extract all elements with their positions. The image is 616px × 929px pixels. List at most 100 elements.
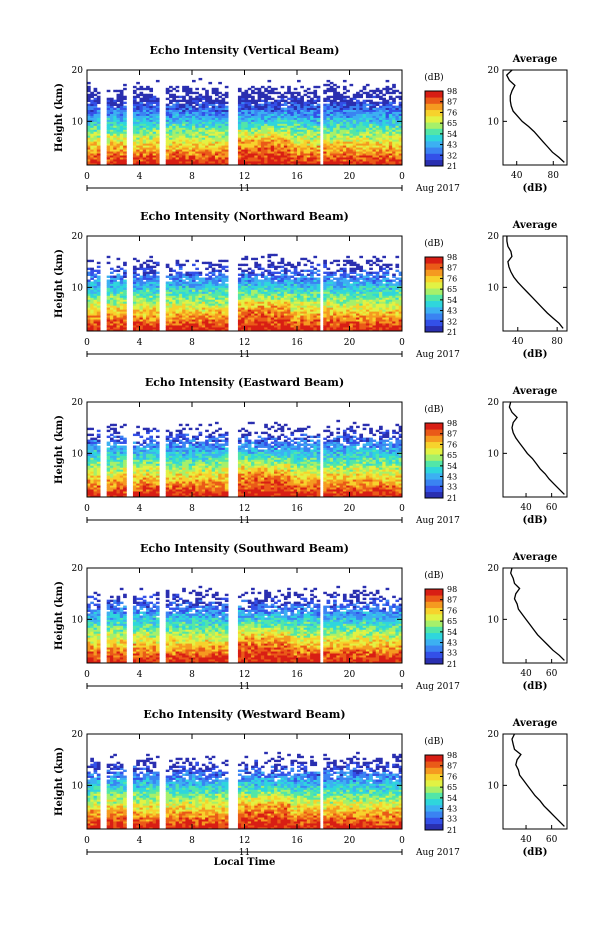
heatmap-cell bbox=[146, 271, 150, 275]
heatmap-cell bbox=[260, 85, 265, 89]
heatmap-cell bbox=[208, 313, 213, 316]
heatmap-cell bbox=[251, 155, 255, 158]
heatmap-cell bbox=[198, 123, 203, 126]
heatmap-cell bbox=[267, 263, 272, 267]
heatmap-cell bbox=[172, 147, 176, 150]
heatmap-cell bbox=[221, 265, 226, 269]
heatmap-cell bbox=[326, 145, 331, 148]
heatmap-cell bbox=[178, 323, 183, 326]
heatmap-cell bbox=[221, 135, 226, 138]
heatmap-cell bbox=[149, 317, 154, 320]
heatmap-cell bbox=[192, 117, 196, 120]
heatmap-cell bbox=[201, 163, 206, 166]
heatmap-cell bbox=[211, 89, 216, 93]
heatmap-cell bbox=[109, 283, 114, 286]
heatmap-cell bbox=[96, 295, 101, 298]
heatmap-cell bbox=[323, 117, 327, 120]
heatmap-cell bbox=[106, 123, 111, 126]
heatmap-cell bbox=[169, 291, 173, 294]
heatmap-cell bbox=[198, 163, 203, 166]
heatmap-cell bbox=[237, 267, 242, 271]
heatmap-cell bbox=[195, 109, 199, 112]
heatmap-cell bbox=[172, 127, 176, 130]
heatmap-cell bbox=[136, 147, 140, 150]
heatmap-cell bbox=[211, 117, 216, 120]
heatmap-cell bbox=[192, 155, 196, 158]
heatmap-cell bbox=[303, 139, 308, 142]
heatmap-cell bbox=[195, 311, 199, 314]
heatmap-cell bbox=[241, 111, 245, 114]
heatmap-cell bbox=[198, 95, 203, 99]
heatmap-cell bbox=[264, 93, 268, 97]
heatmap-cell bbox=[188, 315, 193, 318]
heatmap-cell bbox=[336, 127, 341, 130]
heatmap-cell bbox=[372, 89, 377, 93]
heatmap-cell bbox=[251, 163, 255, 166]
heatmap-cell bbox=[365, 155, 370, 158]
heatmap-cell bbox=[139, 153, 144, 156]
heatmap-cell bbox=[277, 275, 281, 278]
heatmap-cell bbox=[188, 321, 193, 324]
heatmap-cell bbox=[146, 323, 150, 326]
heatmap-cell bbox=[326, 103, 331, 107]
heatmap-cell bbox=[306, 159, 311, 162]
heatmap-cell bbox=[385, 103, 390, 107]
heatmap-cell bbox=[119, 307, 124, 310]
heatmap-cell bbox=[392, 149, 396, 152]
heatmap-cell bbox=[178, 155, 183, 158]
heatmap-cell bbox=[267, 101, 272, 105]
heatmap-cell bbox=[192, 301, 196, 304]
heatmap-cell bbox=[398, 125, 403, 128]
heatmap-cell bbox=[195, 315, 199, 318]
heatmap-cell bbox=[116, 143, 121, 146]
heatmap-cell bbox=[195, 95, 199, 99]
heatmap-cell bbox=[136, 321, 140, 324]
heatmap-cell bbox=[116, 155, 121, 158]
heatmap-cell bbox=[369, 131, 373, 134]
heatmap-cell bbox=[352, 129, 357, 132]
heatmap-cell bbox=[313, 113, 318, 116]
heatmap-cell bbox=[224, 93, 229, 97]
heatmap-cell bbox=[185, 131, 190, 134]
heatmap-cell bbox=[149, 301, 154, 304]
heatmap-cell bbox=[349, 123, 354, 126]
heatmap-cell bbox=[146, 319, 150, 322]
heatmap-cell bbox=[310, 99, 314, 103]
heatmap-cell bbox=[175, 125, 180, 128]
heatmap-cell bbox=[119, 135, 124, 138]
heatmap-cell bbox=[175, 289, 180, 292]
heatmap-cell bbox=[178, 115, 183, 118]
x-tick-label: 16 bbox=[291, 172, 303, 182]
heatmap-cell bbox=[267, 137, 272, 140]
heatmap-cell bbox=[142, 261, 147, 265]
heatmap-cell bbox=[195, 107, 199, 110]
heatmap-cell bbox=[119, 143, 124, 146]
heatmap-cell bbox=[188, 289, 193, 292]
heatmap-cell bbox=[375, 141, 380, 144]
heatmap-cell bbox=[175, 133, 180, 136]
heatmap-cell bbox=[109, 155, 114, 158]
heatmap-cell bbox=[116, 273, 121, 276]
heatmap-cell bbox=[139, 125, 144, 128]
heatmap-cell bbox=[323, 135, 327, 138]
heatmap-cell bbox=[146, 259, 150, 263]
heatmap-cell bbox=[146, 315, 150, 318]
heatmap-cell bbox=[274, 143, 278, 146]
heatmap-cell bbox=[257, 115, 262, 118]
heatmap-cell bbox=[379, 137, 383, 140]
heatmap-cell bbox=[356, 101, 360, 105]
heatmap-cell bbox=[254, 151, 259, 154]
heatmap-cell bbox=[142, 321, 147, 324]
heatmap-cell bbox=[192, 291, 196, 294]
heatmap-cell bbox=[165, 275, 170, 278]
heatmap-cell bbox=[205, 303, 209, 306]
heatmap-cell bbox=[93, 325, 98, 328]
heatmap-cell bbox=[241, 125, 245, 128]
heatmap-cell bbox=[293, 141, 298, 144]
heatmap-cell bbox=[382, 163, 386, 166]
heatmap-cell bbox=[178, 297, 183, 300]
heatmap-cell bbox=[192, 145, 196, 148]
heatmap-cell bbox=[178, 309, 183, 312]
heatmap-cell bbox=[172, 281, 176, 284]
